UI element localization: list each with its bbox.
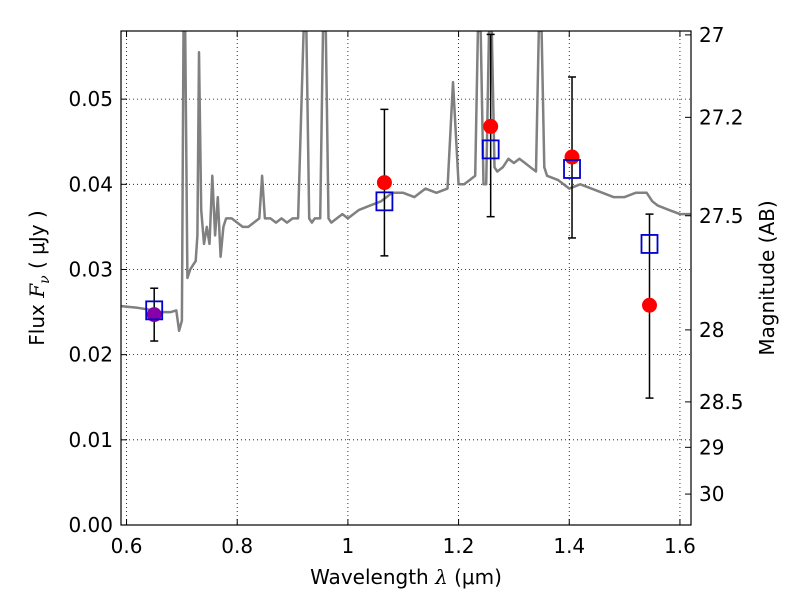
model-point: [375, 191, 394, 212]
y-tick-label: 0.03: [68, 257, 113, 281]
y-tick-label: 0.05: [68, 87, 113, 111]
y2-axis-label: Magnitude (AB): [755, 200, 779, 355]
y2-tick-label: 29: [699, 435, 724, 459]
observed-point: [146, 307, 162, 323]
x-tick-label: 1.2: [443, 534, 475, 558]
plot-data: [121, 31, 691, 399]
x-tick-label: 1: [342, 534, 355, 558]
x-tick-label: 1.6: [664, 534, 696, 558]
model-point: [145, 300, 164, 321]
axis-ticks: 0.6 0.8 1 1.2 1.4 1.6 0.00 0.01 0.02 0.03 0.04 0.05…: [68, 23, 743, 558]
plot-frame: [120, 30, 692, 526]
y2-tick-label: 27.5: [699, 204, 744, 228]
y-tick-label: 0.00: [68, 513, 113, 537]
y-axis-label: Flux Fν ( μJy ): [25, 210, 53, 345]
x-axis-label: Wavelength λ (μm): [310, 565, 502, 589]
template-spectrum-line: [121, 31, 691, 333]
observed-point: [641, 297, 657, 313]
model-point: [640, 234, 659, 254]
y2-tick-label: 27: [699, 23, 724, 47]
y2-tick-label: 27.2: [699, 105, 744, 129]
y-tick-label: 0.02: [68, 343, 113, 367]
y2-tick-label: 28.5: [699, 390, 744, 414]
grid-lines: [121, 31, 691, 525]
observed-point: [483, 118, 499, 134]
observed-point: [376, 175, 392, 191]
observed-point: [564, 149, 580, 165]
x-tick-label: 0.6: [111, 534, 143, 558]
model-point: [481, 139, 500, 160]
x-tick-label: 0.8: [221, 534, 253, 558]
y2-tick-label: 28: [699, 318, 724, 342]
y-tick-label: 0.04: [68, 172, 113, 196]
y2-tick-label: 30: [699, 482, 724, 506]
y-tick-label: 0.01: [68, 428, 113, 452]
model-point: [563, 159, 581, 179]
x-tick-label: 1.4: [553, 534, 585, 558]
